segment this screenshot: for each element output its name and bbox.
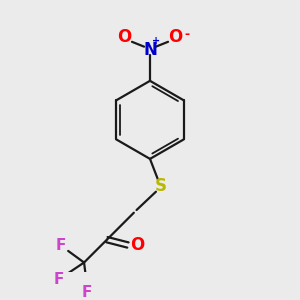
Text: F: F <box>82 285 92 300</box>
Text: O: O <box>117 28 132 46</box>
Text: -: - <box>184 28 189 41</box>
Text: F: F <box>56 238 66 253</box>
Text: F: F <box>53 272 64 287</box>
Text: S: S <box>155 177 167 195</box>
Text: O: O <box>130 236 144 254</box>
Text: O: O <box>168 28 183 46</box>
Text: +: + <box>152 36 160 46</box>
Text: N: N <box>143 41 157 59</box>
